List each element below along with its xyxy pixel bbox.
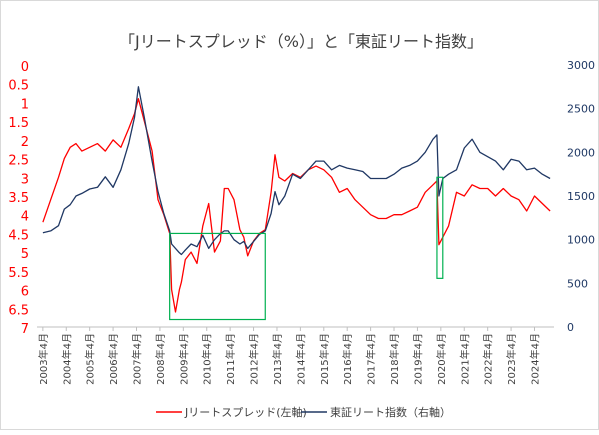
x-tick-label: 2014年4月: [294, 333, 307, 385]
legend-label: 東証リート指数（右軸）: [330, 405, 451, 419]
x-tick-label: 2016年4月: [341, 333, 354, 385]
left-tick-label: 7: [21, 322, 29, 337]
x-tick-label: 2013年4月: [271, 333, 284, 385]
x-tick-label: 2005年4月: [84, 333, 97, 385]
left-tick-label: 6: [21, 285, 29, 300]
x-tick-label: 2003年4月: [37, 333, 50, 385]
right-tick-label: 3000: [567, 59, 595, 72]
x-tick-label: 2012年4月: [248, 333, 261, 385]
x-tick-label: 2007年4月: [130, 333, 143, 385]
left-tick-label: 2: [21, 135, 29, 150]
x-tick-label: 2008年4月: [154, 333, 167, 385]
left-tick-label: 0.5: [8, 79, 29, 94]
left-tick-label: 5: [21, 247, 29, 262]
x-tick-label: 2004年4月: [60, 333, 73, 385]
x-tick-label: 2006年4月: [107, 333, 120, 385]
left-tick-label: 5.5: [8, 266, 29, 281]
left-tick-label: 2.5: [8, 154, 29, 169]
highlight-box-1: [169, 232, 266, 321]
x-tick-label: 2015年4月: [318, 333, 331, 385]
left-tick-label: 1: [21, 97, 29, 112]
legend: Jリートスプレッド(左軸) 東証リート指数（右軸）: [156, 405, 451, 419]
tse-reit-index-line: [42, 86, 551, 256]
legend-label: Jリートスプレッド(左軸): [184, 405, 307, 419]
x-tick-label: 2020年4月: [435, 333, 448, 385]
left-tick-label: 4: [21, 210, 29, 225]
x-tick-label: 2010年4月: [201, 333, 214, 385]
right-tick-label: 2500: [567, 103, 595, 116]
jreit-spread-line: [42, 98, 551, 313]
left-tick-label: 6.5: [8, 303, 29, 318]
highlight-box-2: [436, 176, 444, 279]
left-tick-label: 1.5: [8, 116, 29, 131]
x-tick-label: 2024年4月: [528, 333, 541, 385]
x-tick-label: 2023年4月: [505, 333, 518, 385]
right-tick-label: 2000: [567, 146, 595, 159]
chart-title: 「Jリートスプレッド（%）」と「東証リート指数」: [119, 32, 483, 51]
left-tick-label: 0: [21, 60, 29, 75]
left-tick-label: 3.5: [8, 191, 29, 206]
plot-area: [42, 86, 551, 313]
x-tick-label: 2018年4月: [388, 333, 401, 385]
right-axis: 0 500 1000 1500 2000 2500 3000: [567, 59, 595, 334]
left-tick-label: 3: [21, 172, 29, 187]
left-tick-label: 4.5: [8, 228, 29, 243]
x-tick-label: 2022年4月: [482, 333, 495, 385]
right-tick-label: 1000: [567, 234, 595, 247]
x-tick-label: 2021年4月: [458, 333, 471, 385]
annotations: [169, 176, 444, 321]
x-tick-label: 2019年4月: [411, 333, 424, 385]
x-axis: 2003年4月 2004年4月 2005年4月 2006年4月 2007年4月 2008年…: [37, 327, 541, 385]
left-axis: 0 0.5 1 1.5 2 2.5 3 3.5 4 4.5 5 5.5 6 6.5 7: [8, 60, 29, 337]
x-tick-label: 2009年4月: [177, 333, 190, 385]
x-tick-label: 2011年4月: [224, 333, 237, 385]
right-tick-label: 500: [567, 277, 588, 290]
x-tick-label: 2017年4月: [365, 333, 378, 385]
right-tick-label: 1500: [567, 190, 595, 203]
right-tick-label: 0: [567, 321, 574, 334]
